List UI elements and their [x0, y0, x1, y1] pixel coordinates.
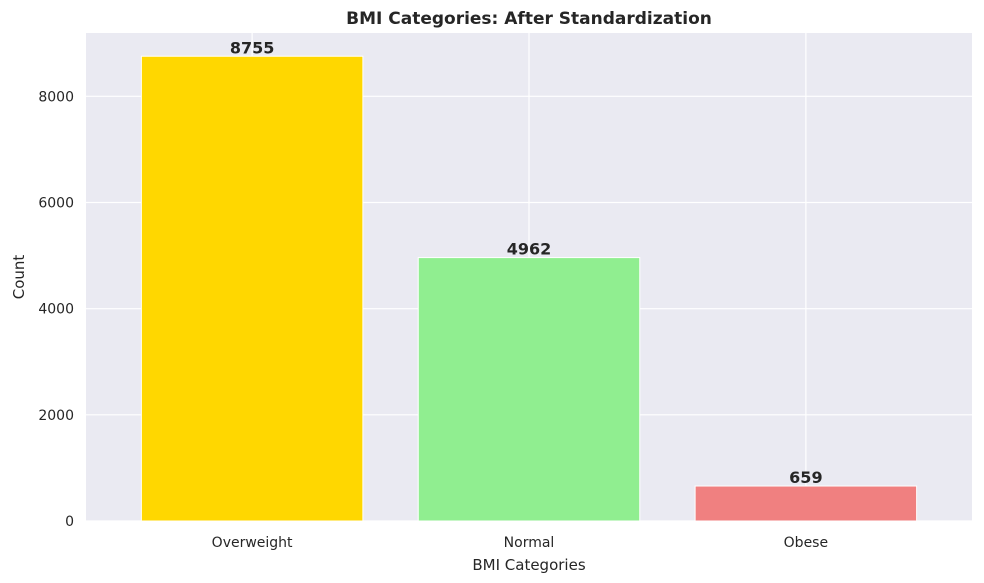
data-label: 8755 [230, 38, 275, 57]
bar-obese [694, 485, 918, 522]
bar-overweight [140, 55, 364, 522]
data-label: 4962 [507, 240, 552, 259]
y-tick-label: 8000 [38, 89, 74, 105]
tick-labels: 0 2000 4000 6000 8000 Overweight Normal Obese [38, 89, 828, 551]
chart-title: BMI Categories: After Standardization [346, 9, 712, 29]
x-tick-label: Normal [504, 535, 555, 551]
y-tick-label: 4000 [38, 302, 74, 318]
data-labels: 8755 4962 659 [230, 38, 823, 487]
y-tick-label: 0 [65, 514, 74, 530]
x-axis-label: BMI Categories [472, 556, 585, 574]
y-tick-label: 2000 [38, 408, 74, 424]
y-tick-label: 6000 [38, 195, 74, 211]
x-tick-label: Overweight [212, 535, 293, 551]
bar-normal [417, 257, 641, 522]
y-axis-label: Count [10, 255, 28, 300]
data-label: 659 [789, 468, 822, 487]
x-tick-label: Obese [784, 535, 828, 551]
bars-group [140, 55, 918, 522]
